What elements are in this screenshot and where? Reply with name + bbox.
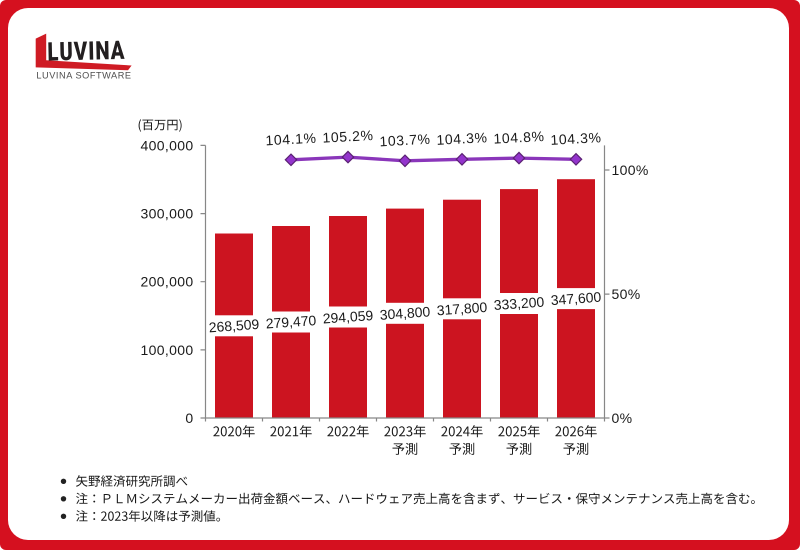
svg-text:317,800: 317,800 <box>436 299 488 319</box>
svg-text:0: 0 <box>185 410 193 426</box>
svg-text:104.8%: 104.8% <box>493 128 545 147</box>
svg-text:0%: 0% <box>612 410 633 426</box>
svg-text:LUVINA SOFTWARE: LUVINA SOFTWARE <box>36 70 131 80</box>
svg-text:103.7%: 103.7% <box>379 131 431 150</box>
svg-text:304,800: 304,800 <box>379 303 431 323</box>
svg-text:347,600: 347,600 <box>550 289 602 309</box>
svg-text:400,000: 400,000 <box>140 137 193 153</box>
svg-text:333,200: 333,200 <box>493 294 545 314</box>
svg-text:279,470: 279,470 <box>265 312 317 332</box>
svg-text:105.2%: 105.2% <box>322 127 374 146</box>
svg-text:200,000: 200,000 <box>140 274 193 290</box>
svg-text:100%: 100% <box>612 162 649 178</box>
svg-text:104.3%: 104.3% <box>436 129 488 148</box>
svg-text:268,509: 268,509 <box>208 316 260 336</box>
svg-text:50%: 50% <box>612 286 641 302</box>
svg-text:104.1%: 104.1% <box>265 130 317 149</box>
svg-text:100,000: 100,000 <box>140 342 193 358</box>
svg-text:300,000: 300,000 <box>140 206 193 222</box>
svg-text:104.3%: 104.3% <box>550 129 602 148</box>
svg-text:294,059: 294,059 <box>322 307 374 327</box>
